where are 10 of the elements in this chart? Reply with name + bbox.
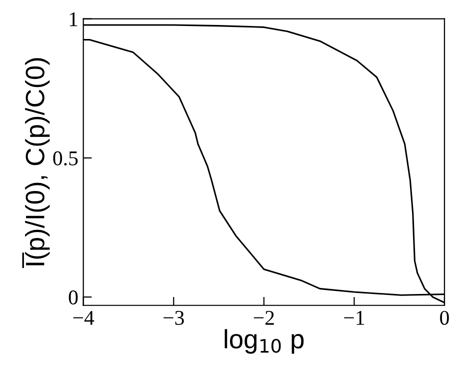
x-tick-label: −2 bbox=[254, 310, 274, 325]
x-tick-label: −1 bbox=[344, 310, 364, 325]
x-tick-label: 0 bbox=[440, 310, 449, 325]
y-tick-label: 1 bbox=[70, 12, 78, 26]
y-tick-label: 0 bbox=[68, 290, 78, 304]
y-axis-title: I̅(p)/I(0), C(p)/C(0) bbox=[22, 58, 50, 268]
y-tick-label: 0.5 bbox=[53, 151, 78, 166]
x-tick-label: −3 bbox=[164, 310, 184, 325]
x-axis-title: log$_{10}$ p bbox=[224, 329, 304, 354]
x-tick-label: −4 bbox=[73, 310, 94, 325]
